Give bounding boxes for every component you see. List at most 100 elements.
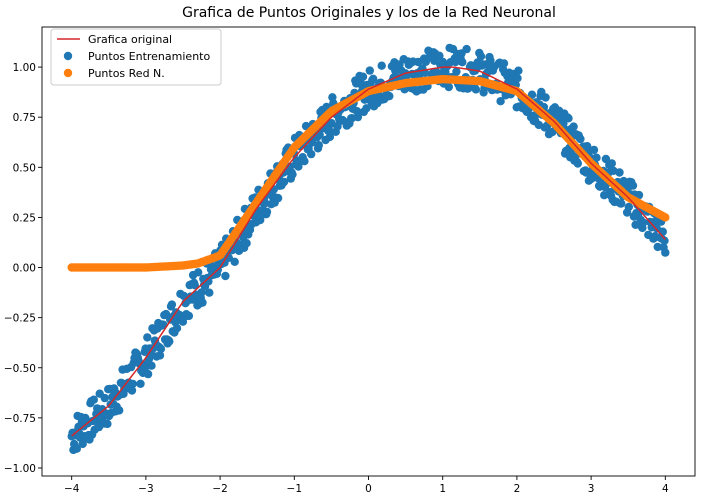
training-point xyxy=(314,141,323,150)
y-tick-label: −1.00 xyxy=(4,463,36,475)
training-point xyxy=(128,379,137,389)
training-point xyxy=(89,395,99,404)
training-point xyxy=(127,386,137,395)
training-point xyxy=(615,168,624,177)
training-point xyxy=(583,142,592,151)
training-point xyxy=(452,67,461,76)
training-point xyxy=(136,379,145,388)
legend-marker-swatch xyxy=(63,51,73,61)
training-point xyxy=(103,419,112,429)
plot-area xyxy=(67,43,670,455)
chart-title: Grafica de Puntos Originales y los de la… xyxy=(182,5,556,21)
x-tick-label: 2 xyxy=(514,483,521,495)
training-point xyxy=(514,66,523,75)
training-point xyxy=(300,157,309,166)
training-point xyxy=(230,257,239,266)
training-point xyxy=(358,72,368,81)
training-point xyxy=(435,51,444,60)
training-point xyxy=(476,52,486,61)
training-point xyxy=(658,227,667,236)
y-axis: −1.00 −0.75 −0.50 −0.25 0.00 0.25 0.50 0.75 1.00 xyxy=(4,62,42,475)
training-point xyxy=(592,153,601,162)
x-tick-label: −3 xyxy=(138,483,153,495)
training-point xyxy=(639,218,648,227)
training-point xyxy=(365,66,374,75)
training-point xyxy=(471,85,481,94)
y-tick-label: −0.25 xyxy=(4,313,36,325)
x-tick-label: 4 xyxy=(662,483,669,495)
legend-label: Puntos Entrenamiento xyxy=(88,50,210,63)
legend-label: Puntos Red N. xyxy=(88,67,165,80)
training-point xyxy=(100,393,110,403)
training-point xyxy=(307,149,316,159)
y-tick-label: −0.75 xyxy=(4,413,36,425)
training-point xyxy=(147,361,156,370)
y-tick-label: 1.00 xyxy=(13,62,36,74)
original-curve xyxy=(71,66,666,437)
training-point xyxy=(499,59,509,68)
training-point xyxy=(589,145,599,155)
training-point xyxy=(369,74,378,84)
x-tick-label: −2 xyxy=(212,483,227,495)
training-point xyxy=(262,207,272,216)
training-point xyxy=(573,159,582,168)
training-point xyxy=(496,97,505,106)
training-point xyxy=(190,281,199,290)
y-tick-label: −0.50 xyxy=(4,363,36,375)
legend-marker-swatch xyxy=(63,68,73,78)
training-point xyxy=(385,91,394,101)
x-tick-label: 1 xyxy=(439,483,446,495)
x-axis: −4 −3 −2 −1 0 1 2 3 4 xyxy=(64,476,669,495)
x-tick-label: 0 xyxy=(365,483,372,495)
training-point xyxy=(325,132,335,142)
y-tick-label: 0.75 xyxy=(13,112,36,124)
training-point xyxy=(143,333,152,342)
x-tick-label: 3 xyxy=(588,483,595,495)
training-point xyxy=(205,288,214,297)
training-point xyxy=(661,248,670,257)
training-point xyxy=(576,134,585,144)
training-point xyxy=(167,300,177,309)
training-point xyxy=(377,61,386,70)
network-point xyxy=(661,213,670,222)
training-point xyxy=(279,177,289,187)
training-point xyxy=(172,324,182,333)
training-point xyxy=(541,93,550,102)
training-point xyxy=(294,162,303,171)
training-point xyxy=(197,288,206,297)
training-point xyxy=(184,311,194,321)
training-point xyxy=(143,369,153,379)
training-point xyxy=(634,190,644,200)
training-point xyxy=(288,170,297,179)
training-point xyxy=(462,44,471,54)
training-point xyxy=(273,193,283,203)
training-point xyxy=(569,122,578,131)
training-point xyxy=(513,74,522,83)
training-point xyxy=(587,174,596,183)
training-point xyxy=(156,344,166,354)
y-tick-label: 0.00 xyxy=(13,263,36,275)
training-point xyxy=(165,337,174,346)
legend: Grafica original Puntos Entrenamiento Punt… xyxy=(50,28,222,86)
training-point xyxy=(527,90,537,99)
training-point xyxy=(115,406,124,415)
training-point xyxy=(624,202,633,212)
training-point xyxy=(362,104,371,113)
training-point xyxy=(628,181,638,190)
training-point xyxy=(564,114,573,123)
training-point xyxy=(194,268,203,277)
training-point xyxy=(72,444,82,453)
legend-label: Grafica original xyxy=(88,33,172,46)
training-point xyxy=(607,159,616,168)
training-point xyxy=(660,236,669,245)
y-tick-label: 0.25 xyxy=(13,212,36,224)
training-point xyxy=(458,58,467,67)
x-tick-label: −4 xyxy=(64,483,80,495)
x-tick-label: −1 xyxy=(287,483,302,495)
y-tick-label: 0.50 xyxy=(13,162,36,174)
training-point xyxy=(155,351,165,360)
training-point xyxy=(444,82,453,92)
training-point xyxy=(353,112,363,122)
training-point xyxy=(617,199,626,208)
